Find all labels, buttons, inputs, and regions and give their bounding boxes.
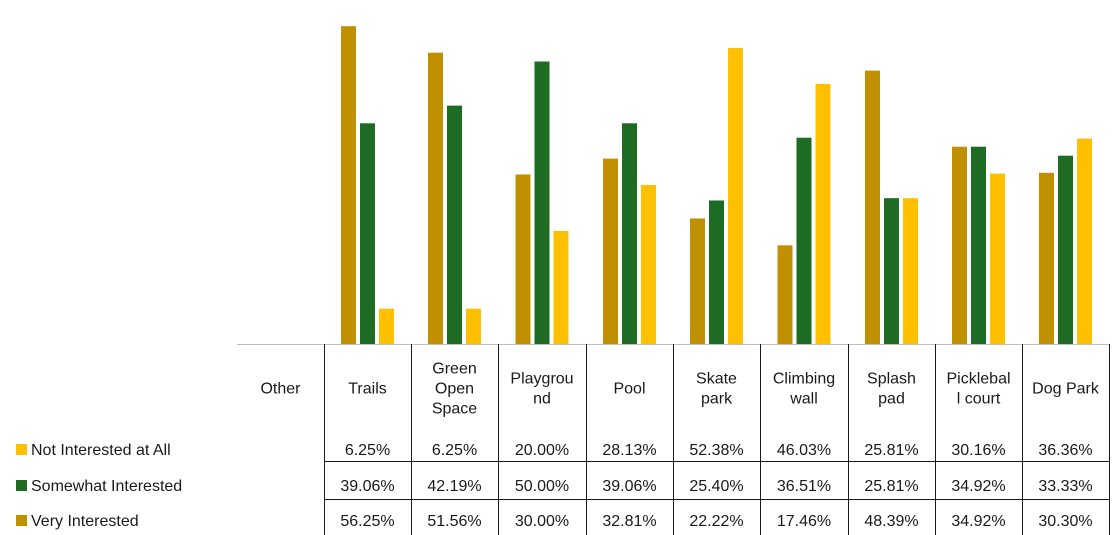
table-value: 50.00% bbox=[515, 478, 569, 495]
bar-very-interested-skate-park bbox=[690, 218, 705, 344]
legend-swatch bbox=[16, 444, 27, 455]
bar-not-interested-at-all-splash-pad bbox=[903, 198, 918, 344]
bar-somewhat-interested-green-open-space bbox=[447, 105, 462, 345]
bar-very-interested-trails bbox=[341, 26, 356, 344]
table-value: 25.81% bbox=[864, 442, 918, 459]
bar-somewhat-interested-dog-park bbox=[1058, 155, 1073, 344]
category-label: Splash pad bbox=[867, 371, 916, 408]
category-label: Playgrou nd bbox=[510, 371, 573, 408]
table-value: 48.39% bbox=[864, 513, 918, 530]
category-label: Other bbox=[260, 381, 301, 398]
table-value: 20.00% bbox=[515, 442, 569, 459]
bar-somewhat-interested-skate-park bbox=[709, 200, 724, 344]
bar-not-interested-at-all-pickleball-court bbox=[990, 173, 1005, 344]
bar-somewhat-interested-climbing-wall bbox=[796, 137, 812, 344]
table-value: 36.51% bbox=[777, 478, 831, 495]
bar-not-interested-at-all-climbing-wall bbox=[815, 83, 831, 345]
table-row-label: Somewhat Interested bbox=[31, 478, 182, 495]
bar-very-interested-pool bbox=[603, 158, 618, 344]
table-value: 30.30% bbox=[1038, 513, 1092, 530]
bar-somewhat-interested-trails bbox=[360, 123, 375, 344]
bar-not-interested-at-all-trails bbox=[379, 308, 394, 344]
category-label: Trails bbox=[348, 381, 387, 398]
bar-not-interested-at-all-dog-park bbox=[1077, 138, 1092, 344]
table-value: 6.25% bbox=[345, 442, 390, 459]
bar-very-interested-pickleball-court bbox=[952, 146, 967, 344]
bar-not-interested-at-all-playground bbox=[553, 231, 569, 344]
table-row-label: Very Interested bbox=[31, 513, 139, 530]
category-label: Skate park bbox=[696, 371, 737, 408]
bar-very-interested-climbing-wall bbox=[777, 245, 793, 344]
table-value: 28.13% bbox=[602, 442, 656, 459]
category-label: Pool bbox=[613, 381, 645, 398]
table-value: 25.81% bbox=[864, 478, 918, 495]
category-label: Picklebal l court bbox=[946, 371, 1010, 408]
bar-somewhat-interested-playground bbox=[534, 61, 550, 344]
table-value: 56.25% bbox=[340, 513, 394, 530]
legend-swatch bbox=[16, 480, 27, 491]
bar-very-interested-playground bbox=[515, 174, 531, 344]
category-label: Dog Park bbox=[1032, 381, 1100, 398]
bar-somewhat-interested-splash-pad bbox=[884, 198, 899, 344]
legend-swatch bbox=[16, 515, 27, 526]
bar-not-interested-at-all-pool bbox=[641, 185, 656, 344]
bar-not-interested-at-all-green-open-space bbox=[466, 308, 481, 344]
bar-very-interested-splash-pad bbox=[865, 70, 880, 344]
table-row-label: Not Interested at All bbox=[31, 442, 171, 459]
table-value: 51.56% bbox=[427, 513, 481, 530]
table-value: 34.92% bbox=[951, 478, 1005, 495]
table-value: 46.03% bbox=[777, 442, 831, 459]
bar-very-interested-green-open-space bbox=[428, 52, 443, 344]
table-value: 39.06% bbox=[602, 478, 656, 495]
bar-not-interested-at-all-skate-park bbox=[728, 48, 743, 344]
bar-somewhat-interested-pickleball-court bbox=[971, 146, 986, 344]
table-value: 42.19% bbox=[427, 478, 481, 495]
bar-very-interested-dog-park bbox=[1039, 172, 1054, 344]
bar-somewhat-interested-pool bbox=[622, 123, 637, 344]
table-value: 22.22% bbox=[689, 513, 743, 530]
table-value: 17.46% bbox=[777, 513, 831, 530]
table-value: 30.16% bbox=[951, 442, 1005, 459]
table-value: 6.25% bbox=[432, 442, 477, 459]
table-value: 32.81% bbox=[602, 513, 656, 530]
table-value: 34.92% bbox=[951, 513, 1005, 530]
table-value: 25.40% bbox=[689, 478, 743, 495]
table-value: 39.06% bbox=[340, 478, 394, 495]
table-value: 52.38% bbox=[689, 442, 743, 459]
table-value: 33.33% bbox=[1038, 478, 1092, 495]
table-value: 30.00% bbox=[515, 513, 569, 530]
category-label: Green Open Space bbox=[432, 361, 477, 418]
table-value: 36.36% bbox=[1038, 442, 1092, 459]
category-label: Climbing wall bbox=[773, 371, 835, 408]
